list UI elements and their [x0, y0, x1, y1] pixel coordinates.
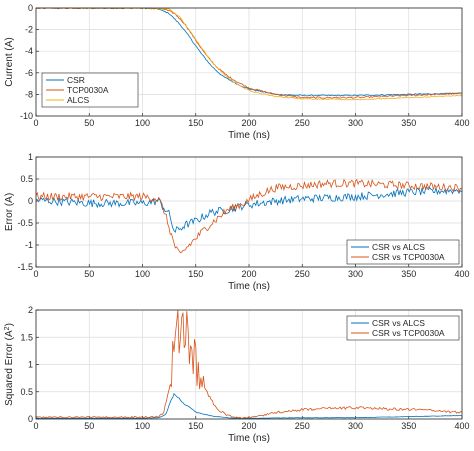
x-tick-label: 350 [401, 118, 416, 128]
x-tick-label: 350 [401, 269, 416, 279]
x-tick-label: 0 [33, 269, 38, 279]
x-tick-label: 100 [135, 269, 150, 279]
legend-entry: CSR [67, 75, 85, 85]
x-tick-label: 200 [241, 421, 256, 431]
x-tick-label: 50 [84, 118, 94, 128]
legend-box [346, 315, 460, 341]
y-tick-label: 0 [28, 3, 33, 13]
legend-entry: CSR vs ALCS [372, 318, 425, 328]
legend-entry: ALCS [67, 95, 90, 105]
legend-entry: CSR vs TCP0030A [372, 328, 445, 338]
legend-box [346, 239, 460, 265]
x-tick-label: 400 [454, 269, 469, 279]
x-tick-label: 250 [295, 269, 310, 279]
y-tick-label: -1 [25, 240, 33, 250]
y-tick-label: 0 [28, 196, 33, 206]
x-tick-label: 200 [241, 118, 256, 128]
charts-layer: 0 50 100 150 200 250 300 350 4000-2-4-6-8-10Time… [4, 3, 470, 444]
y-tick-label: -1.5 [17, 262, 33, 272]
y-axis-label: Squared Error (A2) [4, 323, 16, 406]
x-axis-label: Time (ns) [228, 130, 270, 141]
x-tick-label: 300 [348, 118, 363, 128]
x-axis-label: Time (ns) [228, 281, 270, 292]
axes-box [35, 156, 463, 268]
y-tick-label: -0.5 [17, 218, 33, 228]
y-tick-label: 0.5 [20, 174, 33, 184]
x-tick-label: 50 [84, 421, 94, 431]
x-tick-label: 150 [188, 118, 203, 128]
x-tick-label: 250 [295, 421, 310, 431]
y-tick-label: 1 [28, 152, 33, 162]
legend-entry: CSR vs ALCS [372, 242, 425, 252]
x-tick-label: 100 [135, 421, 150, 431]
x-axis-label: Time (ns) [228, 433, 270, 444]
y-tick-label: -4 [25, 46, 33, 56]
x-tick-label: 350 [401, 421, 416, 431]
y-axis-label: Error (A) [4, 193, 15, 231]
y-tick-label: 2 [28, 305, 33, 315]
y-tick-label: -6 [25, 68, 33, 78]
y-tick-label: -2 [25, 25, 33, 35]
x-tick-label: 400 [454, 118, 469, 128]
y-axis-label: Current (A) [4, 37, 15, 86]
axes-box [35, 309, 463, 420]
x-tick-label: 250 [295, 118, 310, 128]
y-tick-label: 0.5 [20, 387, 33, 397]
chart-panel-3: 0 50 100 150 200 250 300 350 400 2 1.5 1 0.5 0 Time (n… [4, 305, 470, 444]
x-tick-label: 200 [241, 269, 256, 279]
x-tick-label: 50 [84, 269, 94, 279]
x-tick-label: 0 [33, 118, 38, 128]
x-tick-label: 150 [188, 421, 203, 431]
legend-entry: CSR vs TCP0030A [372, 252, 445, 262]
x-tick-label: 100 [135, 118, 150, 128]
legend-entry: TCP0030A [67, 85, 109, 95]
y-tick-label: -8 [25, 89, 33, 99]
series-line-csr-vs-tcp0030a [36, 309, 462, 419]
y-tick-label: 1.5 [20, 332, 33, 342]
chart-panel-1: 0 50 100 150 200 250 300 350 400 0 -2 -4 -6 -8 -10 Time… [4, 3, 470, 141]
x-tick-label: 150 [188, 269, 203, 279]
x-tick-label: 300 [348, 421, 363, 431]
x-tick-label: 400 [454, 421, 469, 431]
axes-box [35, 7, 463, 117]
y-tick-label: 0 [28, 414, 33, 424]
y-tick-label: 1 [28, 360, 33, 370]
chart-panel-2: 0 50 100 150 200 250 300 350 400 1 0.5 0 -0.5 -1 -1.5 T… [4, 152, 470, 292]
x-tick-label: 300 [348, 269, 363, 279]
x-tick-label: 0 [33, 421, 38, 431]
series-line-csr-vs-alcs [35, 393, 462, 419]
series-line-csr-vs-alcs [36, 186, 462, 233]
series-line-csr-vs-tcp0030a [35, 178, 462, 254]
y-tick-label: -10 [20, 111, 33, 121]
